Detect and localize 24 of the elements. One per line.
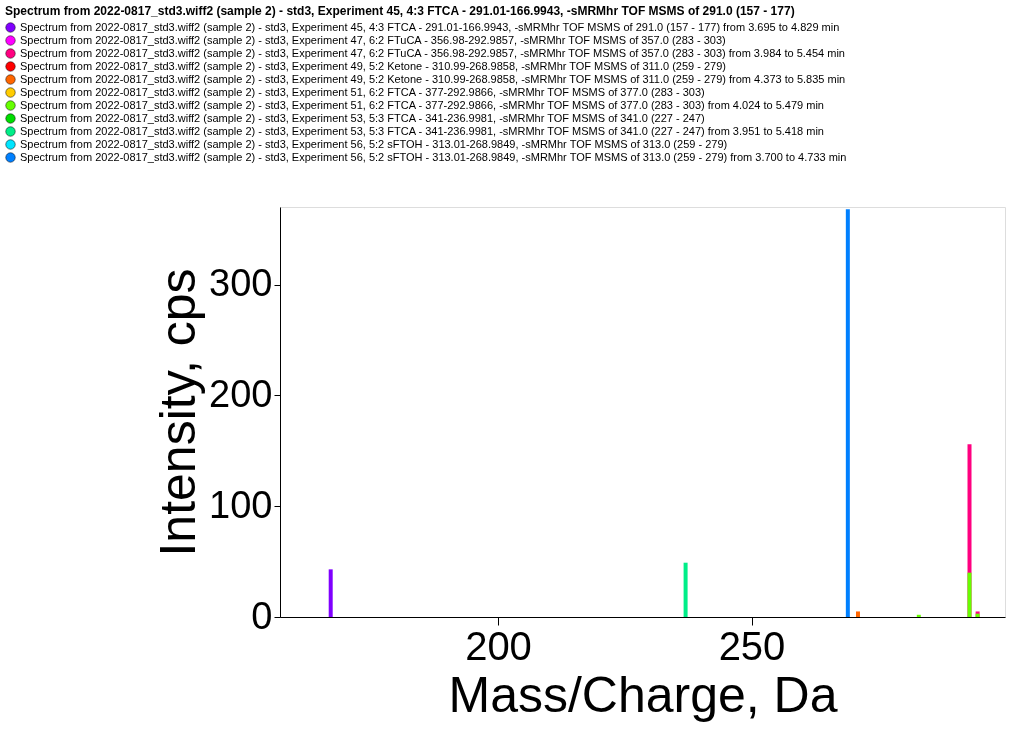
legend-label: Spectrum from 2022-0817_std3.wiff2 (sample 2) - std3, Experiment 53, 5:3 FTCA - 341-236.9981, -sMRMhr TOF MSMS of 341.0 (227 - 247) from 3.951 to 5.418 min — [20, 124, 824, 137]
legend-label: Spectrum from 2022-0817_std3.wiff2 (sample 2) - std3, Experiment 45, 4:3 FTCA - 291.01-166.9943, -sMRMhr TOF MSMS of 291.0 (157 - 177) from 3.695 to 4.829 min — [20, 20, 840, 33]
legend-label: Spectrum from 2022-0817_std3.wiff2 (sample 2) - std3, Experiment 47, 6:2 FTuCA - 356.98-292.9857, -sMRMhr TOF MSMS of 357.0 (283 - 303) — [20, 33, 726, 46]
legend-label: Spectrum from 2022-0817_std3.wiff2 (sample 2) - std3, Experiment 53, 5:3 FTCA - 341-236.9981, -sMRMhr TOF MSMS of 341.0 (227 - 247) — [20, 111, 705, 124]
x-tick-label: 250 — [718, 623, 786, 668]
y-tick-label: 200 — [209, 372, 273, 415]
legend-label: Spectrum from 2022-0817_std3.wiff2 (sample 2) - std3, Experiment 56, 5:2 sFTOH - 313.01-268.9849, -sMRMhr TOF MSMS of 313.0 (259 - 279) from 3.700 to 4.733 min — [20, 150, 847, 163]
legend-label: Spectrum from 2022-0817_std3.wiff2 (sample 2) - std3, Experiment 51, 6:2 FTCA - 377-292.9866, -sMRMhr TOF MSMS of 377.0 (283 - 303) — [20, 85, 705, 98]
legend-label: Spectrum from 2022-0817_std3.wiff2 (sample 2) - std3, Experiment 47, 6:2 FTuCA - 356.98-292.9857, -sMRMhr TOF MSMS of 357.0 (283 - 303) from 3.984 to 5.454 min — [20, 46, 845, 59]
bar — [328, 569, 333, 617]
y-tick-label: 100 — [209, 483, 273, 526]
chart-title: Spectrum from 2022-0817_std3.wiff2 (sample 2) - std3, Experiment 45, 4:3 FTCA - 291.01-166.9943, -sMRMhr TOF MSMS of 291.0 (157 - 177) — [5, 4, 795, 18]
bar — [967, 572, 972, 617]
legend-label: Spectrum from 2022-0817_std3.wiff2 (sample 2) - std3, Experiment 51, 6:2 FTCA - 377-292.9866, -sMRMhr TOF MSMS of 377.0 (283 - 303) from 4.024 to 5.479 min — [20, 98, 824, 111]
bar — [845, 209, 850, 617]
y-axis-title: Intensity, cps — [150, 268, 207, 557]
bar — [855, 611, 860, 617]
legend-label: Spectrum from 2022-0817_std3.wiff2 (sample 2) - std3, Experiment 49, 5:2 Ketone - 310.99-268.9858, -sMRMhr TOF MSMS of 311.0 (259 - 279) from 4.373 to 5.835 min — [20, 72, 846, 85]
y-tick-label: 300 — [209, 262, 273, 305]
legend-label: Spectrum from 2022-0817_std3.wiff2 (sample 2) - std3, Experiment 49, 5:2 Ketone - 310.99-268.9858, -sMRMhr TOF MSMS of 311.0 (259 - 279) — [20, 59, 726, 72]
legend-label: Spectrum from 2022-0817_std3.wiff2 (sample 2) - std3, Experiment 56, 5:2 sFTOH - 313.01-268.9849, -sMRMhr TOF MSMS of 313.0 (259 - 279) — [20, 137, 728, 150]
x-axis-title: Mass/Charge, Da — [448, 666, 838, 723]
y-tick-label: 0 — [251, 594, 273, 637]
bar — [683, 562, 688, 617]
